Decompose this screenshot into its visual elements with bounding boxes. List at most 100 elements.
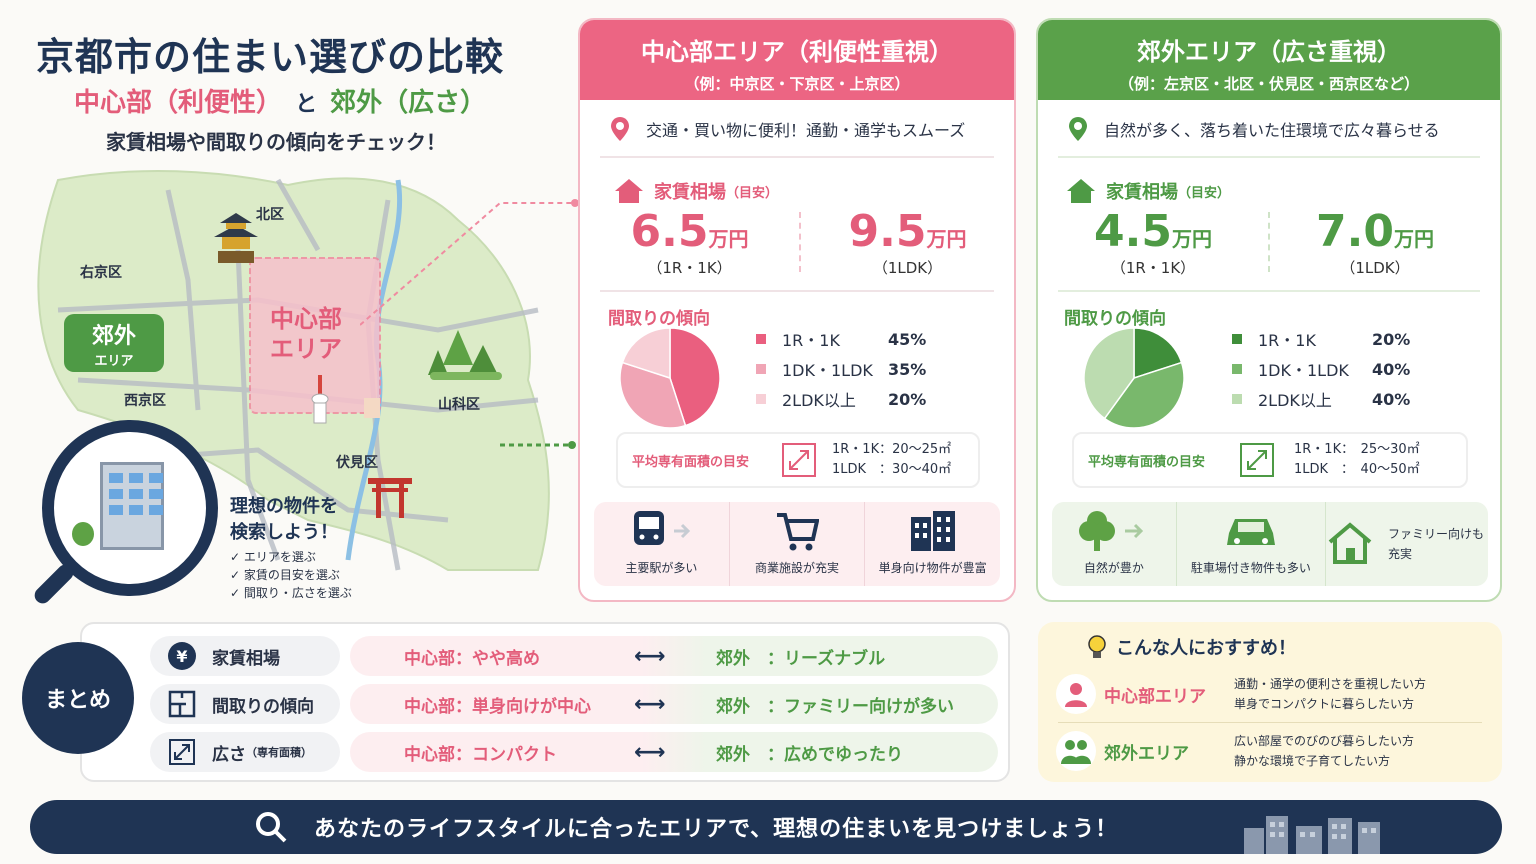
center-legend-1-label: 1R・1K bbox=[782, 331, 840, 350]
summary-center-3: 中心部：コンパクト bbox=[404, 744, 557, 765]
house-icon bbox=[1328, 522, 1372, 564]
search-title-2: 検索しよう！ bbox=[230, 522, 338, 543]
center-area-label: 平均専有面積の目安 bbox=[632, 454, 750, 470]
cart-icon bbox=[777, 513, 819, 551]
suburb-feature-1-label: 自然が豊か bbox=[1083, 561, 1144, 575]
page-subtitle: 中心部（利便性） と 郊外（広さ） bbox=[74, 82, 486, 119]
floorplan-icon bbox=[168, 690, 196, 718]
center-area-line-2: 1LDK ：30～40㎡ bbox=[832, 462, 952, 477]
expand-icon bbox=[782, 443, 816, 477]
suburb-area-label: 平均専有面積の目安 bbox=[1088, 454, 1206, 470]
lightbulb-icon bbox=[1088, 635, 1106, 658]
step-2-label: 家賃の目安を選ぶ bbox=[243, 568, 340, 582]
center-pie-slice-3 bbox=[621, 327, 671, 380]
center-legend: 1R・1K 45% 1DK・1LDK 35% 2LDK以上 20% bbox=[756, 324, 956, 414]
house-icon bbox=[1067, 179, 1095, 203]
summary-row-2: 間取りの傾向 中心部：単身向けが中心 ⟷ 郊外 ：ファミリー向けが多い bbox=[150, 684, 1000, 724]
suburb-rent-1-type: （1R・1K） bbox=[1110, 259, 1196, 277]
subtitle-and: と bbox=[295, 92, 318, 117]
center-icon-strip: 主要駅が多い 商業施設が充実 単身向け物件が豊富 bbox=[594, 502, 1000, 586]
suburb-area-line-1: 1R・1K： 25～30㎡ bbox=[1294, 442, 1420, 457]
center-legend-1-pct: 45% bbox=[888, 329, 927, 349]
house-icon bbox=[615, 179, 643, 203]
center-area-line-1: 1R・1K：20～25㎡ bbox=[832, 442, 952, 457]
double-arrow-icon: ⟷ bbox=[634, 739, 666, 765]
suburb-rent-1-value: 4.5 bbox=[1094, 206, 1172, 257]
search-icon bbox=[256, 812, 287, 843]
center-rent-heading: 家賃相場 （目安） bbox=[580, 158, 1014, 204]
summary-compare-3: 中心部：コンパクト ⟷ 郊外 ：広めでゆったり bbox=[350, 732, 998, 772]
recommend-heading: こんな人におすすめ！ bbox=[1038, 622, 1502, 660]
label-yamashina: 山科区 bbox=[438, 397, 480, 413]
suburb-feature: 自然が多く、落ち着いた住環境で広々暮らせる bbox=[1038, 100, 1500, 142]
suburb-legend: 1R・1K 20% 1DK・1LDK 40% 2LDK以上 40% bbox=[1232, 324, 1432, 414]
suburb-pie-slice-2 bbox=[1103, 361, 1185, 429]
label-nishikyo: 西京区 bbox=[124, 393, 166, 409]
summary-center-1: 中心部：やや高め bbox=[404, 648, 540, 669]
center-rent-1-unit: 万円 bbox=[708, 227, 749, 251]
suburb-feature-2: 駐車場付き物件も多い bbox=[1175, 502, 1326, 586]
suburb-legend-1-pct: 20% bbox=[1372, 329, 1411, 349]
center-map-label-1: 中心部 bbox=[270, 305, 342, 333]
suburb-panel-header: 郊外エリア（広さ重視） （例：左京区・北区・伏見区・西京区など） bbox=[1038, 20, 1500, 100]
center-area-box: 平均専有面積の目安 1R・1K：20～25㎡ 1LDK ：30～40㎡ bbox=[616, 432, 980, 488]
suburb-badge: 郊外 エリア bbox=[64, 314, 164, 372]
summary-suburb-3: 郊外 ：広めでゆったり bbox=[716, 744, 903, 765]
center-rent-2-type: （1LDK） bbox=[872, 259, 943, 277]
suburb-legend-2-pct: 40% bbox=[1372, 359, 1411, 379]
car-icon bbox=[1226, 519, 1275, 545]
center-panel-examples: （例：中京区・下京区・上京区） bbox=[684, 75, 910, 93]
center-panel: 中心部エリア（利便性重視） （例：中京区・下京区・上京区） 交通・買い物に便利！… bbox=[578, 18, 1016, 602]
subtitle-suburb: 郊外（広さ） bbox=[330, 88, 487, 118]
expand-icon bbox=[169, 739, 195, 765]
suburb-legend-2: 1DK・1LDK 40% bbox=[1232, 354, 1432, 384]
suburb-area-line-2: 1LDK ： 40～50㎡ bbox=[1294, 462, 1420, 477]
center-feature-3-label: 単身向け物件が豊富 bbox=[878, 561, 987, 575]
suburb-layout-heading: 間取りの傾向 bbox=[1064, 309, 1166, 329]
center-feature-2: 商業施設が充実 bbox=[728, 502, 866, 586]
center-rent-1: 6.5万円 （1R・1K） bbox=[580, 206, 799, 278]
summary-row-1: ¥ 家賃相場 中心部：やや高め ⟷ 郊外 ：リーズナブル bbox=[150, 636, 1000, 676]
suburb-rent-note: （目安） bbox=[1178, 185, 1231, 201]
double-arrow-icon: ⟷ bbox=[634, 643, 666, 669]
recommend-suburb-label: 郊外エリア bbox=[1104, 743, 1189, 764]
cityscape-icon bbox=[1244, 816, 1380, 854]
recommend-center-label: 中心部エリア bbox=[1104, 686, 1206, 707]
suburb-rent-2-unit: 万円 bbox=[1393, 227, 1434, 251]
step-1: ✓ エリアを選ぶ bbox=[230, 550, 316, 564]
suburb-area-values: 1R・1K： 25～30㎡ 1LDK ： 40～50㎡ bbox=[1294, 440, 1420, 480]
suburb-panel: 郊外エリア（広さ重視） （例：左京区・北区・伏見区・西京区など） 自然が多く、落… bbox=[1036, 18, 1502, 602]
recommend-suburb-lines: 広い部屋でのびのび暮らしたい方 静かな環境で子育てしたい方 bbox=[1234, 731, 1414, 771]
summary-rows: ¥ 家賃相場 中心部：やや高め ⟷ 郊外 ：リーズナブル 間取りの傾向 中心部：… bbox=[150, 636, 1000, 772]
train-icon bbox=[634, 511, 691, 545]
person-icon bbox=[1056, 674, 1096, 714]
center-legend-2-pct: 35% bbox=[888, 359, 927, 379]
center-legend-2: 1DK・1LDK 35% bbox=[756, 354, 956, 384]
recommend-center-line-2: 単身でコンパクトに暮らしたい方 bbox=[1234, 697, 1415, 711]
center-rent-2-unit: 万円 bbox=[926, 227, 967, 251]
recommend-box: こんな人におすすめ！ 中心部エリア 通勤・通学の便利さを重視したい方 単身でコン… bbox=[1038, 622, 1502, 782]
center-rent-2-value: 9.5 bbox=[848, 206, 927, 257]
step-3: ✓ 間取り・広さを選ぶ bbox=[230, 586, 352, 600]
center-rent-values: 6.5万円 （1R・1K） 9.5万円 （1LDK） bbox=[580, 206, 1014, 278]
suburb-legend-1-label: 1R・1K bbox=[1258, 331, 1316, 350]
search-title-1: 理想の物件を bbox=[230, 496, 338, 517]
double-arrow-icon: ⟷ bbox=[634, 691, 666, 717]
suburb-rent-heading: 家賃相場 （目安） bbox=[1038, 158, 1500, 204]
suburb-badge-1: 郊外 bbox=[91, 324, 136, 349]
label-ukyo: 右京区 bbox=[80, 265, 122, 281]
connector-lines bbox=[360, 199, 579, 449]
recommend-title: こんな人におすすめ！ bbox=[1116, 638, 1296, 659]
center-feature-3: 単身向け物件が豊富 bbox=[865, 502, 1000, 586]
family-icon bbox=[1056, 731, 1096, 771]
tree-icon bbox=[1078, 511, 1143, 551]
center-rent-1-value: 6.5 bbox=[630, 206, 709, 257]
center-map-label-2: エリア bbox=[270, 335, 342, 363]
center-panel-title: 中心部エリア（利便性重視） bbox=[641, 38, 953, 66]
pavilion-icon bbox=[214, 213, 258, 263]
center-layout-heading: 間取りの傾向 bbox=[608, 309, 710, 329]
suburb-legend-2-label: 1DK・1LDK bbox=[1258, 361, 1349, 380]
step-2: ✓ 家賃の目安を選ぶ bbox=[230, 568, 340, 582]
summary-compare-2: 中心部：単身向けが中心 ⟷ 郊外 ：ファミリー向けが多い bbox=[350, 684, 998, 724]
summary-category-3: 広さ （専有面積） bbox=[150, 732, 340, 772]
